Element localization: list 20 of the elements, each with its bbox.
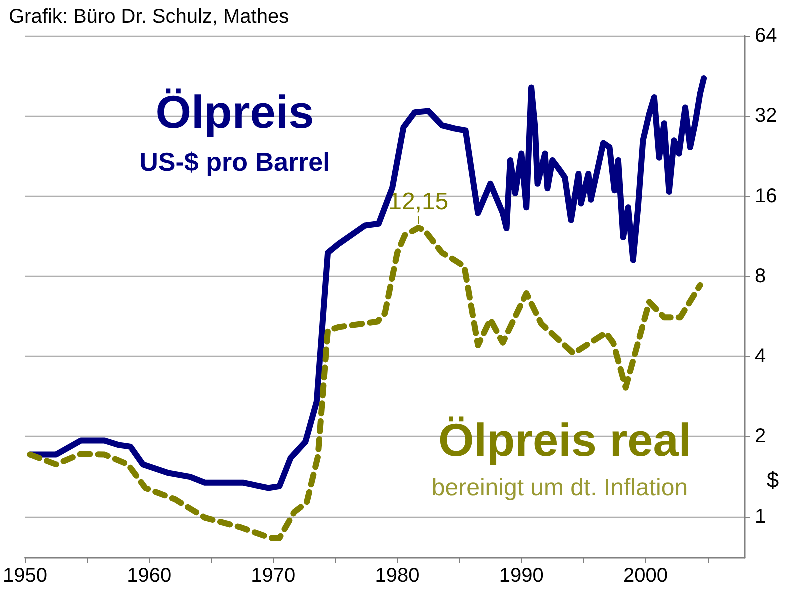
series-label: Ölpreis real [438,414,692,466]
annotation: bereinigt um dt. Inflation [432,474,688,502]
annotation: US-$ pro Barrel [140,147,330,177]
x-tick-label: 1960 [127,565,172,587]
x-tick-label: 1980 [375,565,420,587]
x-tick-label: 1990 [499,565,544,587]
y-tick-label: 1 [755,506,766,528]
annotation: 12,15 [388,188,449,216]
x-tick-label: 1970 [251,565,296,587]
y-tick-label: 32 [755,105,778,128]
x-tick-label: 1950 [2,565,48,587]
y-tick-label: 64 [755,25,778,47]
y-tick-label: 4 [755,346,766,368]
chart-title: Grafik: Büro Dr. Schulz, Mathes [9,6,290,28]
x-tick-label: 2000 [623,565,668,587]
y-axis-title: $ [766,468,780,492]
series-label: Ölpreis [156,86,314,138]
y-tick-label: 2 [755,426,766,448]
y-tick-label: 16 [755,185,778,208]
y-tick-label: 8 [755,265,766,288]
